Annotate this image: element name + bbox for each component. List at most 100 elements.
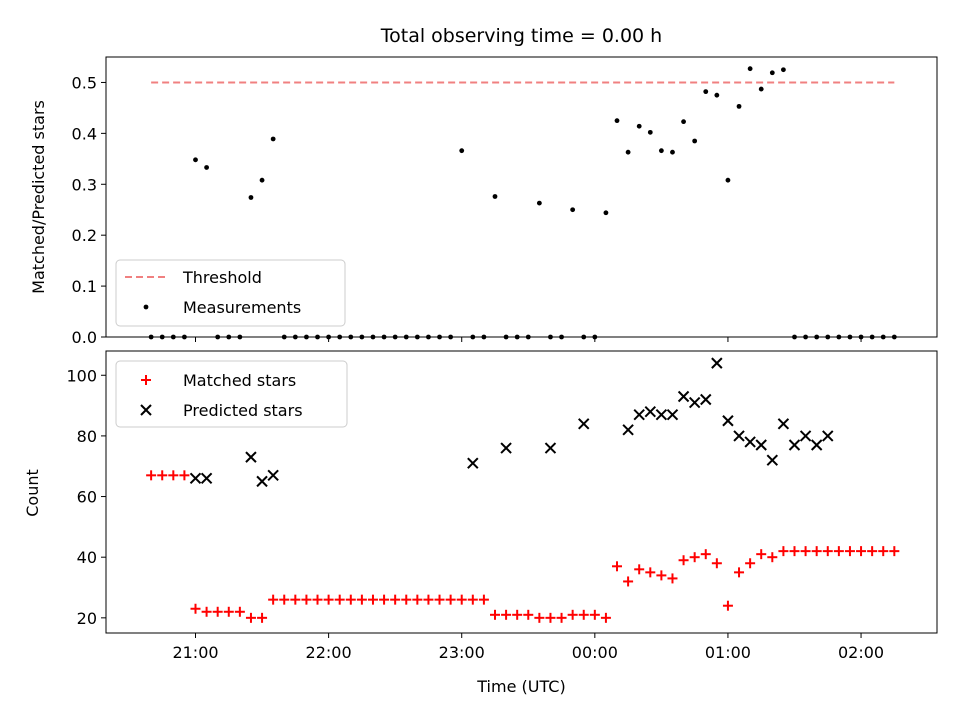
matched-star-point [290,594,301,605]
measurement-point [692,138,698,144]
measurement-point [703,89,709,95]
matched-star-point [512,609,523,620]
matched-star-point [467,594,478,605]
measurement-point [647,129,653,135]
measurement-point [670,149,675,155]
matched-star-point [600,612,611,623]
matched-star-point [390,594,401,605]
top-y-tick-label: 0.2 [72,226,97,245]
bottom-x-tick-label: 01:00 [705,643,751,662]
bottom-y-axis-label: Count [23,469,42,517]
matched-star-point [623,576,634,587]
predicted-star-point [189,472,202,485]
matched-star-point [589,609,600,620]
bottom-legend: Matched stars Predicted stars [115,360,348,428]
measurement-point [270,136,276,142]
bottom-y-tick-label: 100 [66,366,97,385]
matched-star-point [711,558,722,569]
legend-matched-swatch [141,375,151,385]
matched-star-point [822,546,833,557]
legend-matched-label: Matched stars [183,371,296,390]
matched-star-point [534,612,545,623]
matched-star-point [501,609,512,620]
predicted-star-point [644,405,656,418]
matched-star-point [157,470,168,481]
matched-star-point [778,546,789,557]
x-axis-label: Time (UTC) [476,677,565,696]
matched-star-point [379,594,390,605]
top-legend: Threshold Measurements [115,259,346,327]
top-chart-title: Total observing time = 0.00 h [380,25,662,47]
matched-star-point [179,470,190,481]
matched-star-point [767,552,778,563]
predicted-star-point [700,393,712,406]
measurement-point [758,86,764,92]
matched-star-point [878,546,889,557]
bottom-x-tick-label: 21:00 [172,643,218,662]
matched-star-point [489,609,500,620]
measurement-point [204,165,209,170]
legend-threshold-label: Threshold [182,268,262,287]
top-y-tick-label: 0.3 [72,175,97,194]
matched-star-point [889,546,900,557]
matched-star-point [412,594,423,605]
predicted-star-point [788,439,801,451]
predicted-star-point [500,442,512,454]
predicted-star-point [755,439,767,451]
matched-star-point [523,609,534,620]
matched-star-point [578,609,589,620]
measurement-point [736,103,742,109]
matched-star-point [756,549,767,560]
predicted-star-point [688,396,701,409]
top-legend-box [115,259,346,327]
legend-measurements-swatch [143,304,149,310]
bottom-x-tick-label: 22:00 [306,643,352,662]
matched-star-point [700,549,711,560]
matched-star-point [545,612,556,623]
matched-star-point [634,564,645,575]
matched-star-point [678,555,689,566]
top-plot-frame [105,56,938,338]
measurement-point [603,210,609,216]
bottom-y-tick-label: 80 [77,427,97,446]
matched-star-point [401,594,412,605]
predicted-star-point [578,418,590,430]
matched-star-point [345,594,356,605]
top-plot-area: 0.0 0.1 0.2 0.3 0.4 0.5 [72,56,938,347]
measurement-point [614,118,620,124]
matched-star-point [334,594,345,605]
predicted-star-point [544,442,557,454]
matched-star-point [811,546,822,557]
top-y-tick-label: 0.0 [72,328,97,347]
matched-star-point [689,552,700,563]
matched-star-point [745,558,756,569]
matched-star-point [667,573,678,584]
top-y-axis-label: Matched/Predicted stars [29,100,48,294]
matched-star-point [612,561,623,572]
predicted-star-point [733,430,745,442]
bottom-x-tick-label: 02:00 [838,643,884,662]
matched-star-point [833,546,844,557]
predicted-star-point [200,472,213,485]
top-y-tick-label: 0.1 [72,277,97,296]
matched-star-point [212,606,223,617]
measurement-point [459,148,465,154]
matched-star-point [844,546,855,557]
matched-star-point [445,594,456,605]
matched-star-point [567,609,578,620]
predicted-star-point [810,439,823,451]
matched-star-point [423,594,434,605]
bottom-legend-box [115,360,348,428]
measurement-point [714,92,720,98]
measurement-point [769,70,775,76]
measurement-point [658,148,664,154]
predicted-star-point [655,408,668,421]
predicted-star-point [677,390,690,403]
bottom-plot-frame [105,350,938,634]
matched-star-point [456,594,467,605]
predicted-star-point [256,475,268,488]
matched-star-point [722,600,733,611]
predicted-star-point [633,408,645,421]
measurement-point [625,149,631,155]
matched-star-point [356,594,367,605]
